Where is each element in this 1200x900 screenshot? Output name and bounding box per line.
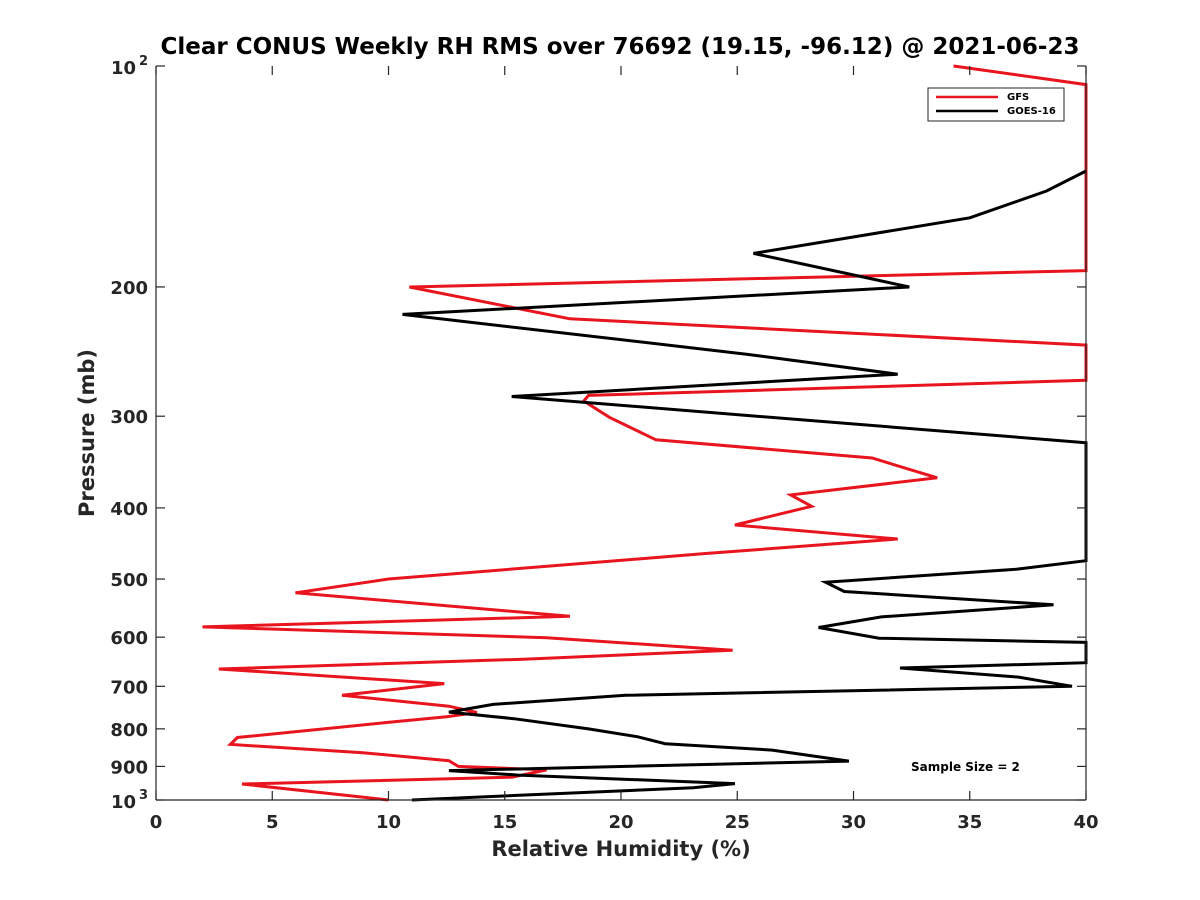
- chart-title: Clear CONUS Weekly RH RMS over 76692 (19…: [161, 34, 1080, 60]
- legend: GFS GOES-16: [927, 87, 1065, 122]
- y-tick-label: 700: [110, 677, 148, 698]
- series-line-goes-16: [402, 169, 1088, 802]
- legend-label-gfs: GFS: [1007, 92, 1029, 103]
- y-tick-label: 600: [110, 628, 148, 649]
- x-tick-label: 35: [957, 812, 982, 833]
- series-layer: [202, 64, 1088, 802]
- legend-box: [927, 87, 1065, 122]
- x-tick-label: 40: [1073, 812, 1098, 833]
- y-tick-label: 500: [110, 570, 148, 591]
- y-tick-base: 10: [111, 792, 136, 813]
- y-tick-label: 300: [110, 407, 148, 428]
- sample-size-annotation: Sample Size = 2: [911, 760, 1020, 774]
- y-tick-label: 210: [111, 54, 148, 79]
- y-tick-exponent: 3: [139, 788, 148, 803]
- y-tick-label: 400: [110, 499, 148, 520]
- legend-label-goes-16: GOES-16: [1007, 106, 1056, 117]
- series-line-gfs: [202, 64, 1088, 802]
- x-ticks: 0 5 10 15 20 25 30 35 40: [150, 66, 1099, 833]
- y-tick-label: 200: [110, 278, 148, 299]
- x-tick-label: 30: [841, 812, 866, 833]
- y-tick-base: 10: [111, 58, 136, 79]
- x-axis-label: Relative Humidity (%): [491, 837, 750, 861]
- y-axis-label: Pressure (mb): [75, 349, 99, 517]
- x-tick-label: 5: [266, 812, 279, 833]
- y-tick-label: 310: [111, 788, 148, 813]
- x-tick-label: 10: [376, 812, 401, 833]
- x-tick-label: 0: [150, 812, 163, 833]
- x-tick-label: 25: [725, 812, 750, 833]
- x-tick-label: 20: [608, 812, 633, 833]
- y-tick-label: 900: [110, 757, 148, 778]
- x-tick-label: 15: [492, 812, 517, 833]
- y-tick-exponent: 2: [139, 54, 148, 69]
- y-tick-label: 800: [110, 720, 148, 741]
